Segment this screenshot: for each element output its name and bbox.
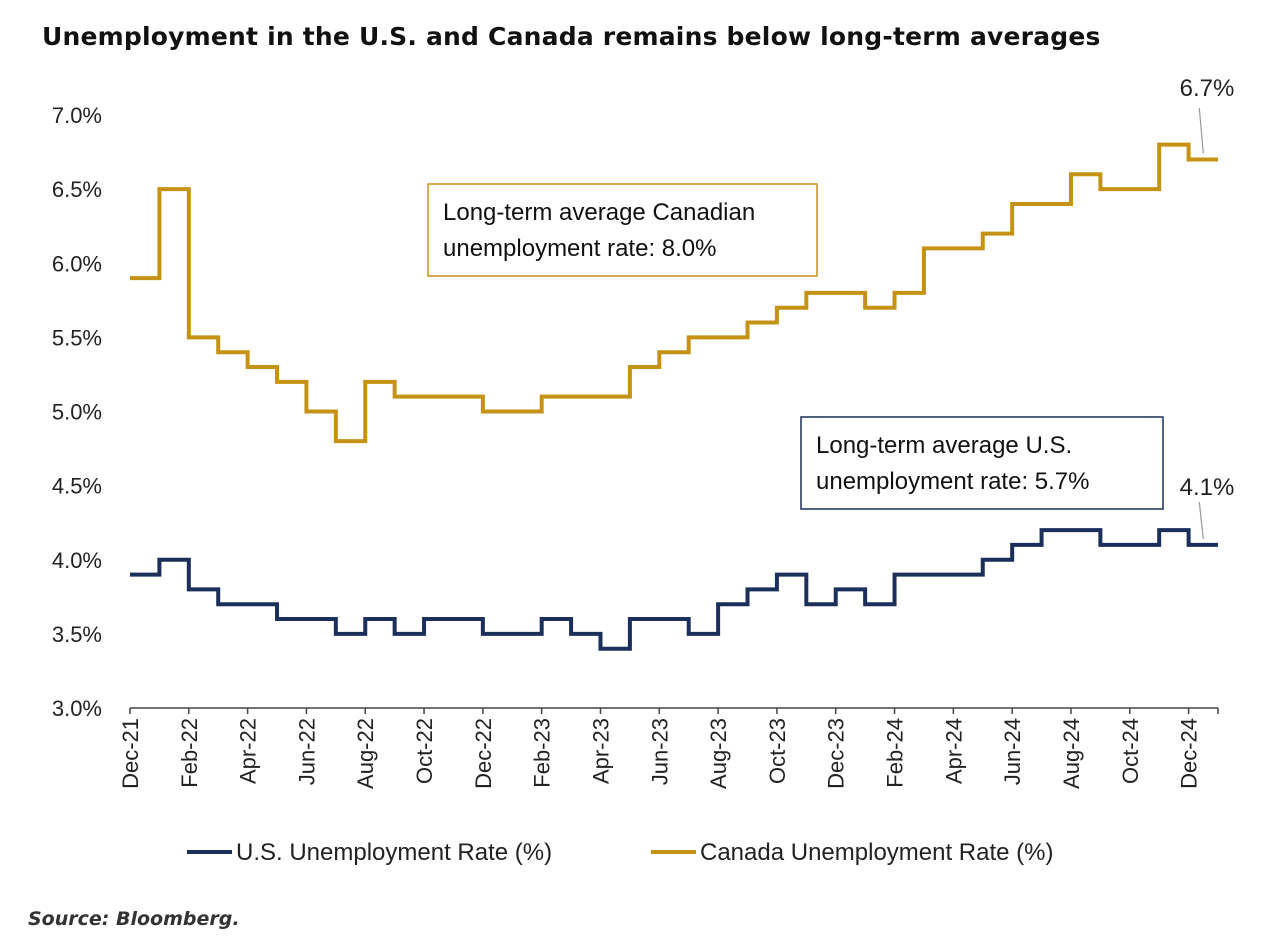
us-end-leader [1198, 501, 1204, 539]
y-tick-label: 4.5% [52, 474, 102, 499]
legend-item-us-label: U.S. Unemployment Rate (%) [236, 839, 552, 866]
annotations-group: 6.7% 4.1% Long-term average Canadian unempl… [427, 75, 1235, 539]
x-tick-label: Apr-23 [588, 718, 613, 784]
x-tick-label: Apr-24 [941, 718, 966, 784]
canada-end-leader [1198, 107, 1204, 154]
y-axis: 3.0% 3.5% 4.0% 4.5% 5.0% 5.5% 6.0% 6.5% 7.0% [52, 103, 102, 721]
y-tick-label: 3.5% [52, 622, 102, 647]
us-average-box-text: unemployment rate: 5.7% [816, 468, 1089, 495]
x-tick-label: Aug-23 [706, 718, 731, 789]
x-tick-label: Dec-22 [471, 718, 496, 789]
x-tick-label: Dec-21 [118, 718, 143, 789]
x-tick-label: Feb-23 [530, 718, 555, 788]
legend: U.S. Unemployment Rate (%) Canada Unemplo… [187, 839, 1054, 866]
x-tick-label: Dec-24 [1177, 718, 1202, 789]
x-tick-label: Jun-23 [647, 718, 672, 785]
x-tick-label: Jun-24 [1000, 718, 1025, 785]
x-tick-label: Oct-22 [412, 718, 437, 784]
us-series-line [130, 528, 1218, 651]
y-tick-label: 4.0% [52, 548, 102, 573]
chart-title: Unemployment in the U.S. and Canada rema… [42, 22, 1101, 51]
canada-average-box-text: Long-term average Canadian [443, 199, 755, 226]
canada-series-line [130, 142, 1218, 444]
us-average-box [800, 416, 1164, 510]
x-axis: Dec-21 Feb-22 Apr-22 Jun-22 Aug-22 Oct-22 Dec-… [118, 707, 1219, 789]
y-tick-label: 6.5% [52, 177, 102, 202]
x-tick-label: Apr-22 [236, 718, 261, 784]
y-tick-label: 5.0% [52, 400, 102, 425]
x-tick-label: Feb-22 [177, 718, 202, 788]
y-tick-label: 7.0% [52, 103, 102, 128]
canada-end-label: 6.7% [1180, 75, 1235, 102]
y-tick-label: 3.0% [52, 696, 102, 721]
us-average-box-text: Long-term average U.S. [816, 432, 1072, 459]
series-group [130, 142, 1218, 651]
x-tick-label: Aug-24 [1059, 718, 1084, 789]
x-tick-label: Aug-22 [353, 718, 378, 789]
x-tick-label: Dec-23 [824, 718, 849, 789]
x-tick-label: Oct-23 [765, 718, 790, 784]
x-tick-label: Oct-24 [1118, 718, 1143, 784]
x-tick-label: Feb-24 [883, 718, 908, 788]
legend-item-canada-label: Canada Unemployment Rate (%) [700, 839, 1054, 866]
x-tick-label: Jun-22 [294, 718, 319, 785]
us-end-label: 4.1% [1180, 474, 1235, 501]
canada-average-box [427, 183, 818, 277]
y-tick-label: 5.5% [52, 325, 102, 350]
source-note: Source: Bloomberg. [28, 908, 240, 930]
canada-average-box-text: unemployment rate: 8.0% [443, 235, 716, 262]
y-tick-label: 6.0% [52, 251, 102, 276]
